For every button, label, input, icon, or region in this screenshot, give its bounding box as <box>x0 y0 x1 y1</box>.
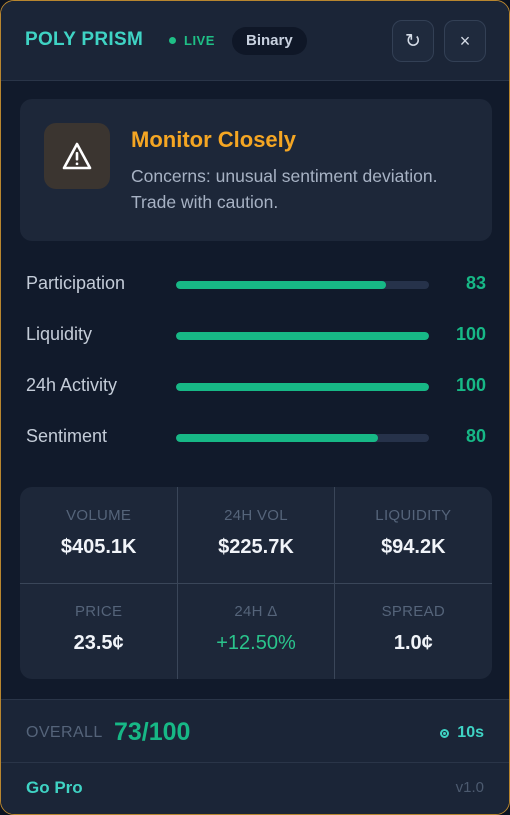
stat-price: PRICE 23.5¢ <box>20 583 177 679</box>
overall-label: OVERALL <box>26 724 103 741</box>
alert-card: Monitor Closely Concerns: unusual sentim… <box>20 99 492 241</box>
metric-value: 100 <box>455 324 486 344</box>
stat-label: VOLUME <box>66 507 132 524</box>
live-label: LIVE <box>184 33 215 48</box>
refresh-timer: 10s <box>440 724 484 742</box>
refresh-button[interactable]: ↻ <box>392 20 434 62</box>
metric-label: 24h Activity <box>26 375 118 395</box>
footer: Go Pro v1.0 <box>1 763 509 814</box>
metric-sentiment: Sentiment 80 <box>26 422 486 452</box>
stat-label: PRICE <box>74 603 123 620</box>
stat-value: 1.0¢ <box>393 632 433 654</box>
metric-bar <box>176 434 429 442</box>
close-button[interactable]: × <box>444 20 486 62</box>
metric-bar-fill <box>176 434 379 442</box>
stat-value: $225.7K <box>218 536 294 558</box>
metric-liquidity: Liquidity 100 <box>26 320 486 350</box>
metric-label: Participation <box>26 273 126 293</box>
stat-label: 24H Δ <box>234 603 278 620</box>
alert-text: Concerns: unusual sentiment deviation. T… <box>131 166 438 212</box>
stat-liquidity: LIQUIDITY $94.2K <box>335 487 492 583</box>
refresh-icon: ↻ <box>405 30 421 52</box>
metric-bar-fill <box>176 281 386 289</box>
timer-value: 10s <box>457 724 484 741</box>
stat-label: SPREAD <box>381 603 446 620</box>
header: POLY PRISM LIVE Binary ↻ × <box>1 1 509 81</box>
metric-value: 100 <box>455 375 486 395</box>
metric-label: Liquidity <box>26 324 93 344</box>
go-pro-link[interactable]: Go Pro <box>26 778 83 797</box>
overall-score-bar: OVERALL 73/100 10s <box>1 699 509 763</box>
overall-score: 73/100 <box>114 718 191 746</box>
stat-24h-change: 24H Δ +12.50% <box>177 583 334 679</box>
stat-label: LIQUIDITY <box>375 507 452 524</box>
timer-dot-icon <box>440 728 450 738</box>
brand-title: POLY PRISM <box>25 29 144 50</box>
live-dot-icon <box>169 37 176 44</box>
stat-value: +12.50% <box>216 632 296 654</box>
metric-24h-activity: 24h Activity 100 <box>26 371 486 401</box>
stat-24h-vol: 24H VOL $225.7K <box>177 487 334 583</box>
metric-bar-fill <box>176 332 429 340</box>
live-indicator: LIVE <box>169 33 215 48</box>
market-type-badge: Binary <box>232 27 307 55</box>
metric-label: Sentiment <box>26 426 108 446</box>
stat-value: 23.5¢ <box>73 632 124 654</box>
stats-grid: VOLUME $405.1K 24H VOL $225.7K LIQUIDITY… <box>20 487 492 679</box>
metric-bar <box>176 281 429 289</box>
stat-spread: SPREAD 1.0¢ <box>335 583 492 679</box>
version-label: v1.0 <box>455 779 484 796</box>
warning-icon <box>44 123 110 189</box>
metric-value: 80 <box>465 426 486 446</box>
metric-bar-fill <box>176 383 429 391</box>
metric-participation: Participation 83 <box>26 269 486 299</box>
close-icon: × <box>459 30 471 51</box>
metric-value: 83 <box>465 273 486 293</box>
alert-title: Monitor Closely <box>131 127 297 152</box>
stat-value: $94.2K <box>381 536 446 558</box>
stat-label: 24H VOL <box>224 507 288 524</box>
stat-value: $405.1K <box>60 536 137 558</box>
metric-bar <box>176 383 429 391</box>
grid-divider <box>20 583 492 584</box>
stat-volume: VOLUME $405.1K <box>20 487 177 583</box>
metric-bar <box>176 332 429 340</box>
